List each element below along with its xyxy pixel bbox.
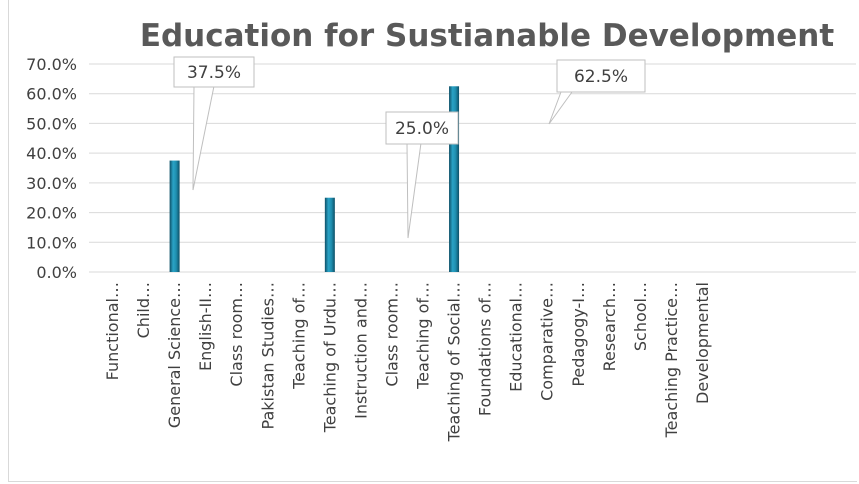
x-tick-label: English-II… — [196, 282, 215, 371]
bar — [324, 197, 335, 272]
chart-frame: Education for Sustianable Development 0.… — [8, 0, 857, 482]
x-tick-label: Class room… — [227, 282, 246, 387]
svg-text:25.0%: 25.0% — [395, 119, 449, 139]
x-tick-label: Class room… — [382, 282, 401, 387]
y-tick-label: 10.0% — [26, 233, 77, 252]
y-tick-label: 50.0% — [26, 114, 77, 133]
data-label: 25.0% — [385, 111, 459, 239]
svg-text:62.5%: 62.5% — [574, 67, 628, 87]
y-tick-label: 70.0% — [26, 55, 77, 74]
x-tick-label: Comparative… — [538, 282, 557, 401]
bar — [449, 86, 460, 273]
y-tick-label: 60.0% — [26, 85, 77, 104]
x-tick-label: Instruction and… — [351, 282, 370, 419]
x-tick-label: Teaching of… — [289, 282, 308, 390]
y-tick-label: 20.0% — [26, 204, 77, 223]
bar — [169, 160, 180, 272]
x-tick-label: Pedagogy-I… — [569, 282, 588, 387]
x-tick-label: Research… — [600, 282, 619, 371]
x-tick-label: Educational… — [507, 282, 526, 392]
svg-text:37.5%: 37.5% — [187, 63, 241, 83]
x-tick-label: Teaching of… — [414, 282, 433, 390]
chart-title: Education for Sustianable Development — [140, 18, 835, 54]
bar-chart: Education for Sustianable Development 0.… — [26, 18, 856, 442]
y-tick-label: 0.0% — [36, 263, 77, 282]
x-tick-label: Foundations of… — [476, 282, 495, 416]
y-tick-label: 40.0% — [26, 144, 77, 163]
x-tick-label: Teaching of Social… — [445, 282, 464, 442]
x-tick-label: Teaching of Urdu… — [320, 282, 339, 433]
x-tick-label: Teaching Practice… — [662, 282, 681, 438]
y-tick-label: 30.0% — [26, 174, 77, 193]
x-tick-label: Functional… — [103, 282, 122, 380]
x-tick-label: School… — [631, 282, 650, 351]
data-label: 62.5% — [548, 59, 646, 125]
x-tick-label: Developmental — [693, 282, 712, 404]
x-tick-label: General Science… — [165, 282, 184, 428]
x-tick-label: Pakistan Studies… — [258, 282, 277, 429]
x-tick-label: Child… — [134, 282, 153, 338]
data-label: 37.5% — [173, 56, 255, 191]
